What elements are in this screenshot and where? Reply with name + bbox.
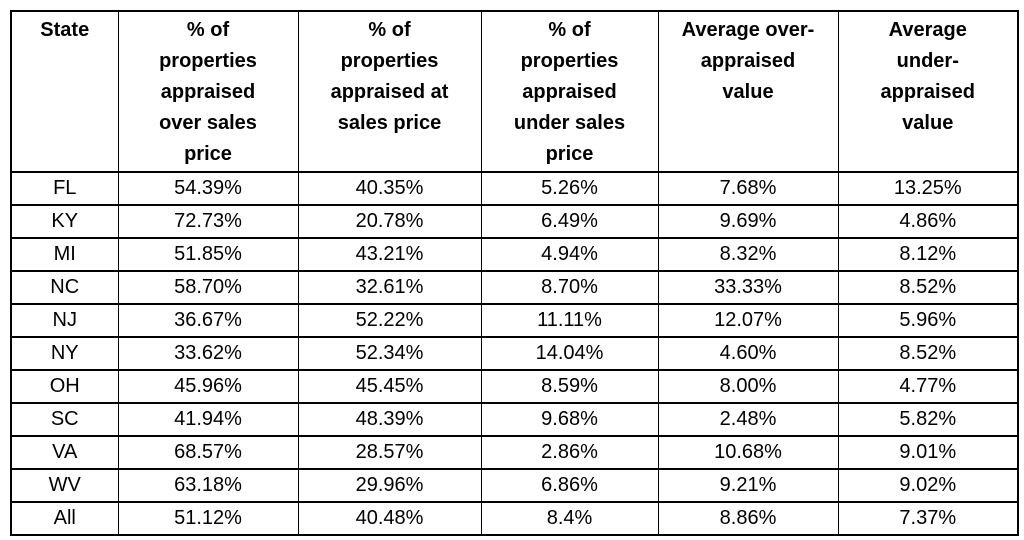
cell-pct-at: 45.45% — [297, 369, 482, 404]
cell-pct-at: 20.78% — [297, 204, 482, 239]
header-cell-pct-under: % of properties appraised under sales pr… — [480, 10, 659, 173]
cell-pct-over: 72.73% — [117, 204, 299, 239]
table-row: SC 41.94% 48.39% 9.68% 2.48% 5.82% — [10, 402, 1019, 437]
cell-avg-under: 13.25% — [837, 171, 1019, 206]
cell-state: OH — [10, 369, 119, 404]
cell-state: All — [10, 501, 119, 536]
cell-pct-at: 52.34% — [297, 336, 482, 371]
header-cell-pct-at: % of properties appraised at sales price — [297, 10, 482, 173]
cell-pct-over: 36.67% — [117, 303, 299, 338]
table-row: OH 45.96% 45.45% 8.59% 8.00% 4.77% — [10, 369, 1019, 404]
table-row: FL 54.39% 40.35% 5.26% 7.68% 13.25% — [10, 171, 1019, 206]
appraisal-table: State % of properties appraised over sal… — [10, 10, 1019, 536]
cell-pct-at: 40.35% — [297, 171, 482, 206]
cell-state: NY — [10, 336, 119, 371]
cell-pct-under: 8.70% — [480, 270, 659, 305]
cell-avg-under: 8.52% — [837, 270, 1019, 305]
cell-state: NJ — [10, 303, 119, 338]
cell-pct-at: 48.39% — [297, 402, 482, 437]
cell-avg-under: 5.82% — [837, 402, 1019, 437]
cell-pct-at: 29.96% — [297, 468, 482, 503]
cell-pct-under: 8.4% — [480, 501, 659, 536]
cell-avg-over: 9.21% — [657, 468, 839, 503]
cell-avg-under: 9.01% — [837, 435, 1019, 470]
cell-pct-at: 40.48% — [297, 501, 482, 536]
cell-pct-over: 63.18% — [117, 468, 299, 503]
cell-pct-at: 28.57% — [297, 435, 482, 470]
cell-pct-over: 58.70% — [117, 270, 299, 305]
cell-avg-under: 5.96% — [837, 303, 1019, 338]
cell-avg-over: 8.00% — [657, 369, 839, 404]
header-cell-pct-over: % of properties appraised over sales pri… — [117, 10, 299, 173]
cell-avg-over: 2.48% — [657, 402, 839, 437]
table-row: MI 51.85% 43.21% 4.94% 8.32% 8.12% — [10, 237, 1019, 272]
header-cell-avg-over: Average over- appraised value — [657, 10, 839, 173]
cell-avg-over: 9.69% — [657, 204, 839, 239]
cell-pct-under: 14.04% — [480, 336, 659, 371]
cell-pct-at: 43.21% — [297, 237, 482, 272]
cell-avg-over: 4.60% — [657, 336, 839, 371]
header-row: State % of properties appraised over sal… — [10, 10, 1019, 173]
cell-pct-over: 33.62% — [117, 336, 299, 371]
cell-avg-over: 7.68% — [657, 171, 839, 206]
cell-avg-under: 9.02% — [837, 468, 1019, 503]
cell-state: SC — [10, 402, 119, 437]
cell-pct-under: 11.11% — [480, 303, 659, 338]
cell-pct-under: 6.49% — [480, 204, 659, 239]
header-cell-avg-under: Average under- appraised value — [837, 10, 1019, 173]
cell-pct-under: 8.59% — [480, 369, 659, 404]
cell-pct-under: 4.94% — [480, 237, 659, 272]
cell-pct-under: 6.86% — [480, 468, 659, 503]
cell-state: NC — [10, 270, 119, 305]
cell-avg-over: 33.33% — [657, 270, 839, 305]
table-row: KY 72.73% 20.78% 6.49% 9.69% 4.86% — [10, 204, 1019, 239]
cell-avg-under: 7.37% — [837, 501, 1019, 536]
cell-avg-under: 8.12% — [837, 237, 1019, 272]
cell-avg-over: 10.68% — [657, 435, 839, 470]
table-row: NY 33.62% 52.34% 14.04% 4.60% 8.52% — [10, 336, 1019, 371]
cell-state: FL — [10, 171, 119, 206]
cell-state: KY — [10, 204, 119, 239]
table-body: FL 54.39% 40.35% 5.26% 7.68% 13.25% KY 7… — [10, 171, 1019, 536]
cell-pct-over: 41.94% — [117, 402, 299, 437]
table-row: All 51.12% 40.48% 8.4% 8.86% 7.37% — [10, 501, 1019, 536]
cell-pct-over: 45.96% — [117, 369, 299, 404]
cell-pct-at: 52.22% — [297, 303, 482, 338]
cell-pct-over: 51.12% — [117, 501, 299, 536]
header-cell-state: State — [10, 10, 119, 173]
table-row: NJ 36.67% 52.22% 11.11% 12.07% 5.96% — [10, 303, 1019, 338]
cell-pct-over: 68.57% — [117, 435, 299, 470]
cell-avg-over: 8.86% — [657, 501, 839, 536]
cell-pct-under: 5.26% — [480, 171, 659, 206]
cell-avg-under: 4.86% — [837, 204, 1019, 239]
cell-pct-over: 54.39% — [117, 171, 299, 206]
cell-avg-over: 8.32% — [657, 237, 839, 272]
cell-avg-under: 8.52% — [837, 336, 1019, 371]
table-row: VA 68.57% 28.57% 2.86% 10.68% 9.01% — [10, 435, 1019, 470]
table-row: WV 63.18% 29.96% 6.86% 9.21% 9.02% — [10, 468, 1019, 503]
cell-pct-under: 9.68% — [480, 402, 659, 437]
table-header: State % of properties appraised over sal… — [10, 10, 1019, 173]
cell-state: VA — [10, 435, 119, 470]
cell-pct-at: 32.61% — [297, 270, 482, 305]
cell-avg-over: 12.07% — [657, 303, 839, 338]
cell-state: WV — [10, 468, 119, 503]
cell-avg-under: 4.77% — [837, 369, 1019, 404]
cell-pct-over: 51.85% — [117, 237, 299, 272]
cell-pct-under: 2.86% — [480, 435, 659, 470]
table-row: NC 58.70% 32.61% 8.70% 33.33% 8.52% — [10, 270, 1019, 305]
cell-state: MI — [10, 237, 119, 272]
